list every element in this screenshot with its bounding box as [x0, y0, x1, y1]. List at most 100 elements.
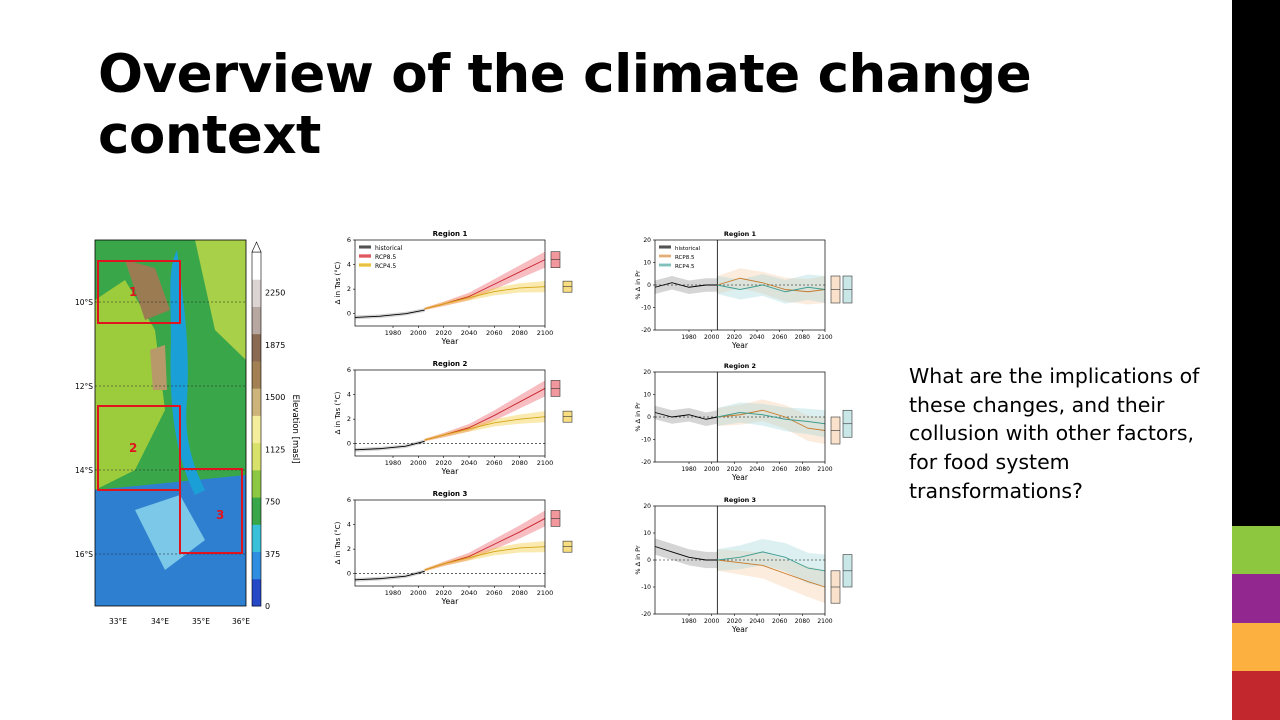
map-lat-label: 14°S	[75, 466, 93, 475]
colorbar-tick-label: 375	[265, 550, 280, 559]
series-line-rcp85	[717, 277, 826, 293]
colorbar-step	[252, 360, 261, 389]
brand-bar-red	[1232, 671, 1280, 720]
x-tick-label: 2000	[704, 466, 719, 473]
x-tick-label: 2020	[435, 589, 452, 597]
series-line-historical	[654, 412, 718, 420]
colorbar-step	[252, 306, 261, 335]
y-tick-label: 0	[347, 440, 351, 448]
map-lon-label: 35°E	[192, 617, 210, 626]
map-mountains-central	[150, 345, 167, 390]
colorbar-step	[252, 469, 261, 498]
x-tick-label: 1980	[681, 618, 696, 625]
y-tick-label: 0	[647, 557, 651, 564]
series-envelope	[717, 402, 825, 438]
series-envelope	[355, 439, 425, 452]
x-tick-label: 2040	[749, 618, 764, 625]
map-valley-south	[135, 495, 205, 570]
series-envelope	[424, 411, 545, 442]
map-highland-east	[195, 240, 246, 360]
x-tick-label: 1980	[385, 329, 402, 337]
y-tick-label: 2	[347, 285, 351, 293]
colorbar-step	[252, 551, 261, 580]
y-tick-label: 0	[347, 570, 351, 578]
x-tick-label: 1980	[681, 466, 696, 473]
y-tick-label: 10	[643, 392, 651, 399]
map-region-label: 2	[129, 441, 137, 455]
map-lon-label: 33°E	[109, 617, 127, 626]
map-region-box	[97, 260, 181, 324]
y-tick-label: 10	[643, 260, 651, 267]
x-tick-label: 2000	[410, 589, 427, 597]
y-tick-label: -10	[641, 437, 651, 444]
x-tick-label: 2000	[410, 459, 427, 467]
colorbar-step	[252, 578, 261, 607]
map-region-box	[179, 468, 243, 554]
x-tick-label: 2020	[727, 334, 742, 341]
y-axis-label: Δ in Tas (°C)	[334, 391, 342, 434]
x-tick-label: 2060	[772, 466, 787, 473]
series-line-historical	[354, 309, 425, 318]
colorbar-step	[252, 279, 261, 307]
elevation-map: 1 2 3 10°S 12°S 14°S 16°S 33°E 34°E 35°E 36°E 0 375 7…	[75, 239, 300, 626]
series-envelope	[424, 510, 545, 572]
y-axis-label: Δ in Tas (°C)	[334, 261, 342, 304]
x-tick-label: 2000	[410, 329, 427, 337]
x-tick-label: 2060	[772, 618, 787, 625]
x-tick-label: 2080	[795, 618, 810, 625]
y-tick-label: -20	[641, 611, 651, 618]
x-tick-label: 2060	[772, 334, 787, 341]
map-plateau	[95, 280, 165, 490]
legend-label: historical	[375, 245, 403, 252]
x-axis-label: Year	[731, 473, 749, 482]
x-axis-label: Year	[441, 597, 460, 606]
y-tick-label: 4	[347, 391, 351, 399]
series-envelope	[655, 276, 718, 294]
map-lat-label: 10°S	[75, 298, 93, 307]
x-tick-label: 2080	[511, 589, 528, 597]
colorbar-tick-label: 0	[265, 602, 270, 611]
x-tick-label: 1980	[385, 589, 402, 597]
map-lat-label: 16°S	[75, 550, 93, 559]
x-axis-label: Year	[441, 337, 460, 346]
x-tick-label: 1980	[681, 334, 696, 341]
chart-title: Region 1	[433, 230, 468, 238]
chart-title: Region 2	[724, 362, 756, 370]
x-axis-label: Year	[441, 467, 460, 476]
map-lon-label: 36°E	[232, 617, 250, 626]
series-envelope	[355, 308, 425, 320]
series-envelope	[717, 538, 825, 587]
x-tick-label: 2020	[727, 618, 742, 625]
legend-label: RCP8.5	[675, 255, 695, 261]
series-line-rcp45	[424, 416, 546, 441]
colorbar-label: Elevation [masl]	[290, 394, 300, 463]
chart-title: Region 3	[433, 490, 468, 498]
y-tick-label: -20	[641, 327, 651, 334]
colorbar-tick-label: 2250	[265, 289, 285, 298]
series-line-historical	[654, 546, 718, 561]
legend-label: RCP8.5	[375, 254, 396, 261]
brand-bar-black	[1232, 0, 1280, 526]
chart-frame	[354, 499, 546, 587]
y-tick-label: 10	[643, 530, 651, 537]
x-tick-label: 1980	[385, 459, 402, 467]
legend-label: historical	[675, 246, 701, 252]
x-tick-label: 2080	[795, 466, 810, 473]
x-tick-label: 2080	[795, 334, 810, 341]
x-tick-label: 2080	[511, 459, 528, 467]
x-tick-label: 2000	[704, 618, 719, 625]
chart-frame	[354, 369, 546, 457]
series-line-rcp45	[717, 284, 826, 293]
temperature-charts: Region 1 1980 2000 2020 2040 2060 2080 2100 0 2 4 6…	[328, 226, 590, 636]
chart-title: Region 1	[724, 230, 757, 238]
colorbar-step	[252, 524, 261, 553]
brand-color-bar	[1232, 0, 1280, 720]
series-envelope	[717, 268, 825, 305]
slide-title: Overview of the climate change context	[98, 44, 1032, 166]
y-axis-label: Δ in Tas (°C)	[334, 521, 342, 564]
legend-label: RCP4.5	[375, 263, 396, 270]
map-region-box	[97, 405, 181, 491]
x-tick-label: 2100	[537, 329, 554, 337]
